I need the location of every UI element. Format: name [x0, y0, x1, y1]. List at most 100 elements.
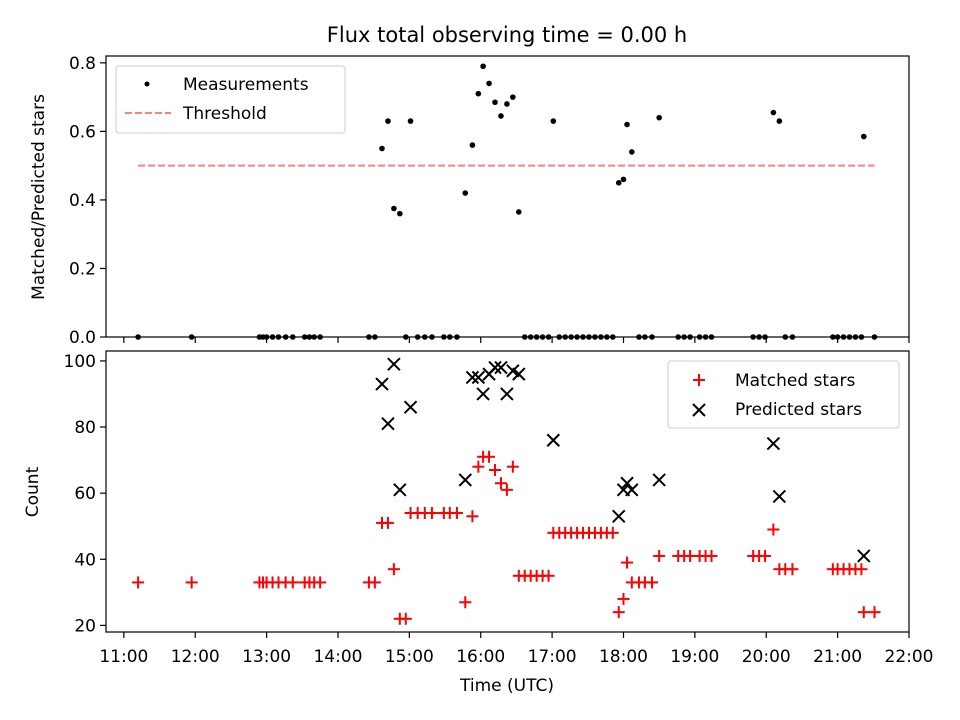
matched-star-point — [606, 526, 619, 539]
matched-star-point — [542, 569, 555, 582]
bottom-y-tick-label: 40 — [74, 550, 96, 570]
measurement-point — [852, 334, 859, 340]
measurement-point — [311, 334, 317, 340]
matched-star-point — [759, 549, 772, 562]
measurement-point — [275, 334, 282, 340]
legend-predicted-swatch — [692, 403, 706, 417]
matched-star-point — [868, 606, 881, 619]
matched-star-point — [387, 563, 400, 576]
measurement-point — [379, 145, 385, 152]
bottom-x-tick-label: 14:00 — [313, 647, 362, 667]
measurement-point — [447, 334, 453, 340]
bottom-x-tick-label: 12:00 — [171, 647, 220, 667]
measurement-point — [510, 94, 516, 100]
measurement-point — [366, 334, 372, 340]
measurement-point — [402, 334, 409, 340]
measurement-point — [135, 334, 141, 340]
measurement-point — [762, 334, 768, 340]
measurement-point — [860, 133, 867, 140]
measurement-point — [834, 334, 841, 340]
top-legend: Measurements Threshold — [115, 65, 346, 134]
top-panel: 0.00.20.40.60.8 Matched/Predicted stars … — [29, 54, 910, 348]
measurement-point — [642, 334, 648, 340]
bottom-x-tick-label: 19:00 — [670, 647, 719, 667]
predicted-star-point — [620, 476, 634, 490]
top-y-tick-label: 0.2 — [69, 259, 96, 279]
bottom-x-tick-label: 22:00 — [885, 647, 934, 667]
measurement-point — [269, 334, 276, 340]
measurement-point — [756, 334, 762, 340]
matched-star-point — [459, 596, 472, 609]
bottom-x-tick-label: 16:00 — [456, 647, 505, 667]
measurement-point — [533, 334, 540, 340]
measurement-point — [656, 114, 662, 121]
matched-star-point — [381, 516, 394, 529]
predicted-star-point — [857, 549, 871, 563]
predicted-star-point — [546, 433, 561, 447]
measurement-point — [782, 334, 789, 340]
matched-star-point — [621, 556, 634, 569]
measurement-point — [462, 190, 469, 196]
measurement-point — [586, 334, 592, 340]
measurement-point — [301, 334, 308, 340]
predicted-star-point — [494, 360, 508, 375]
legend-matched-swatch — [693, 374, 705, 386]
measurement-point — [609, 334, 616, 340]
measurement-point — [480, 63, 486, 70]
measurement-point — [615, 179, 622, 186]
top-y-tick-label: 0.6 — [69, 122, 96, 142]
measurement-point — [649, 334, 655, 340]
legend-threshold-label: Threshold — [182, 104, 267, 124]
predicted-star-point — [476, 387, 490, 401]
bottom-x-tick-label: 18:00 — [599, 647, 648, 667]
measurement-point — [550, 118, 557, 124]
measurement-point — [687, 334, 693, 340]
measurement-point — [469, 142, 476, 148]
measurement-point — [391, 205, 397, 212]
x-axis-label: Time (UTC) — [459, 676, 554, 696]
legend-measurements-swatch — [144, 81, 150, 87]
measurement-point — [521, 334, 528, 340]
matched-star-point — [617, 592, 630, 605]
measurement-point — [188, 334, 195, 340]
matched-star-point — [425, 506, 438, 519]
measurement-point — [624, 121, 630, 128]
predicted-star-point — [387, 357, 401, 371]
matched-star-point — [483, 450, 496, 463]
bottom-y-tick-label: 20 — [74, 616, 96, 636]
measurement-point — [574, 334, 580, 340]
measurement-point — [504, 101, 510, 107]
measurement-point — [397, 210, 403, 217]
predicted-star-point — [612, 509, 626, 524]
measurement-point — [454, 334, 460, 340]
measurement-point — [429, 334, 435, 340]
measurement-point — [282, 334, 289, 340]
matched-star-point — [314, 576, 327, 589]
bottom-x-tick-label: 15:00 — [385, 647, 434, 667]
measurement-point — [580, 334, 586, 340]
bottom-plot-area — [105, 350, 910, 633]
measurement-point — [846, 334, 853, 340]
measurement-point — [858, 334, 865, 340]
matched-star-point — [857, 606, 870, 619]
measurement-point — [545, 334, 552, 340]
bottom-y-tick-label: 100 — [64, 352, 96, 372]
matched-star-point — [132, 576, 145, 589]
bottom-panel: 20 40 60 80 100 11:00 12:00 13:00 14:00 15:00 16:0… — [23, 350, 934, 696]
bottom-x-tick-label: 11:00 — [99, 647, 148, 667]
measurement-point — [527, 334, 534, 340]
matched-star-point — [767, 523, 780, 536]
bottom-x-tick-label: 21:00 — [813, 647, 862, 667]
legend-predicted-label: Predicted stars — [735, 400, 862, 420]
bottom-y-tick-label: 80 — [74, 418, 96, 438]
bottom-x-tick-label: 13:00 — [242, 647, 291, 667]
predicted-star-point — [393, 483, 407, 497]
legend-matched-label: Matched stars — [735, 371, 855, 391]
predicted-star-point — [381, 417, 395, 431]
measurement-point — [776, 118, 783, 124]
predicted-star-point — [500, 387, 514, 401]
legend-measurements-label: Measurements — [183, 75, 309, 95]
matched-star-point — [705, 549, 718, 562]
measurement-point — [492, 99, 498, 106]
bottom-legend: Matched stars Predicted stars — [667, 360, 900, 429]
